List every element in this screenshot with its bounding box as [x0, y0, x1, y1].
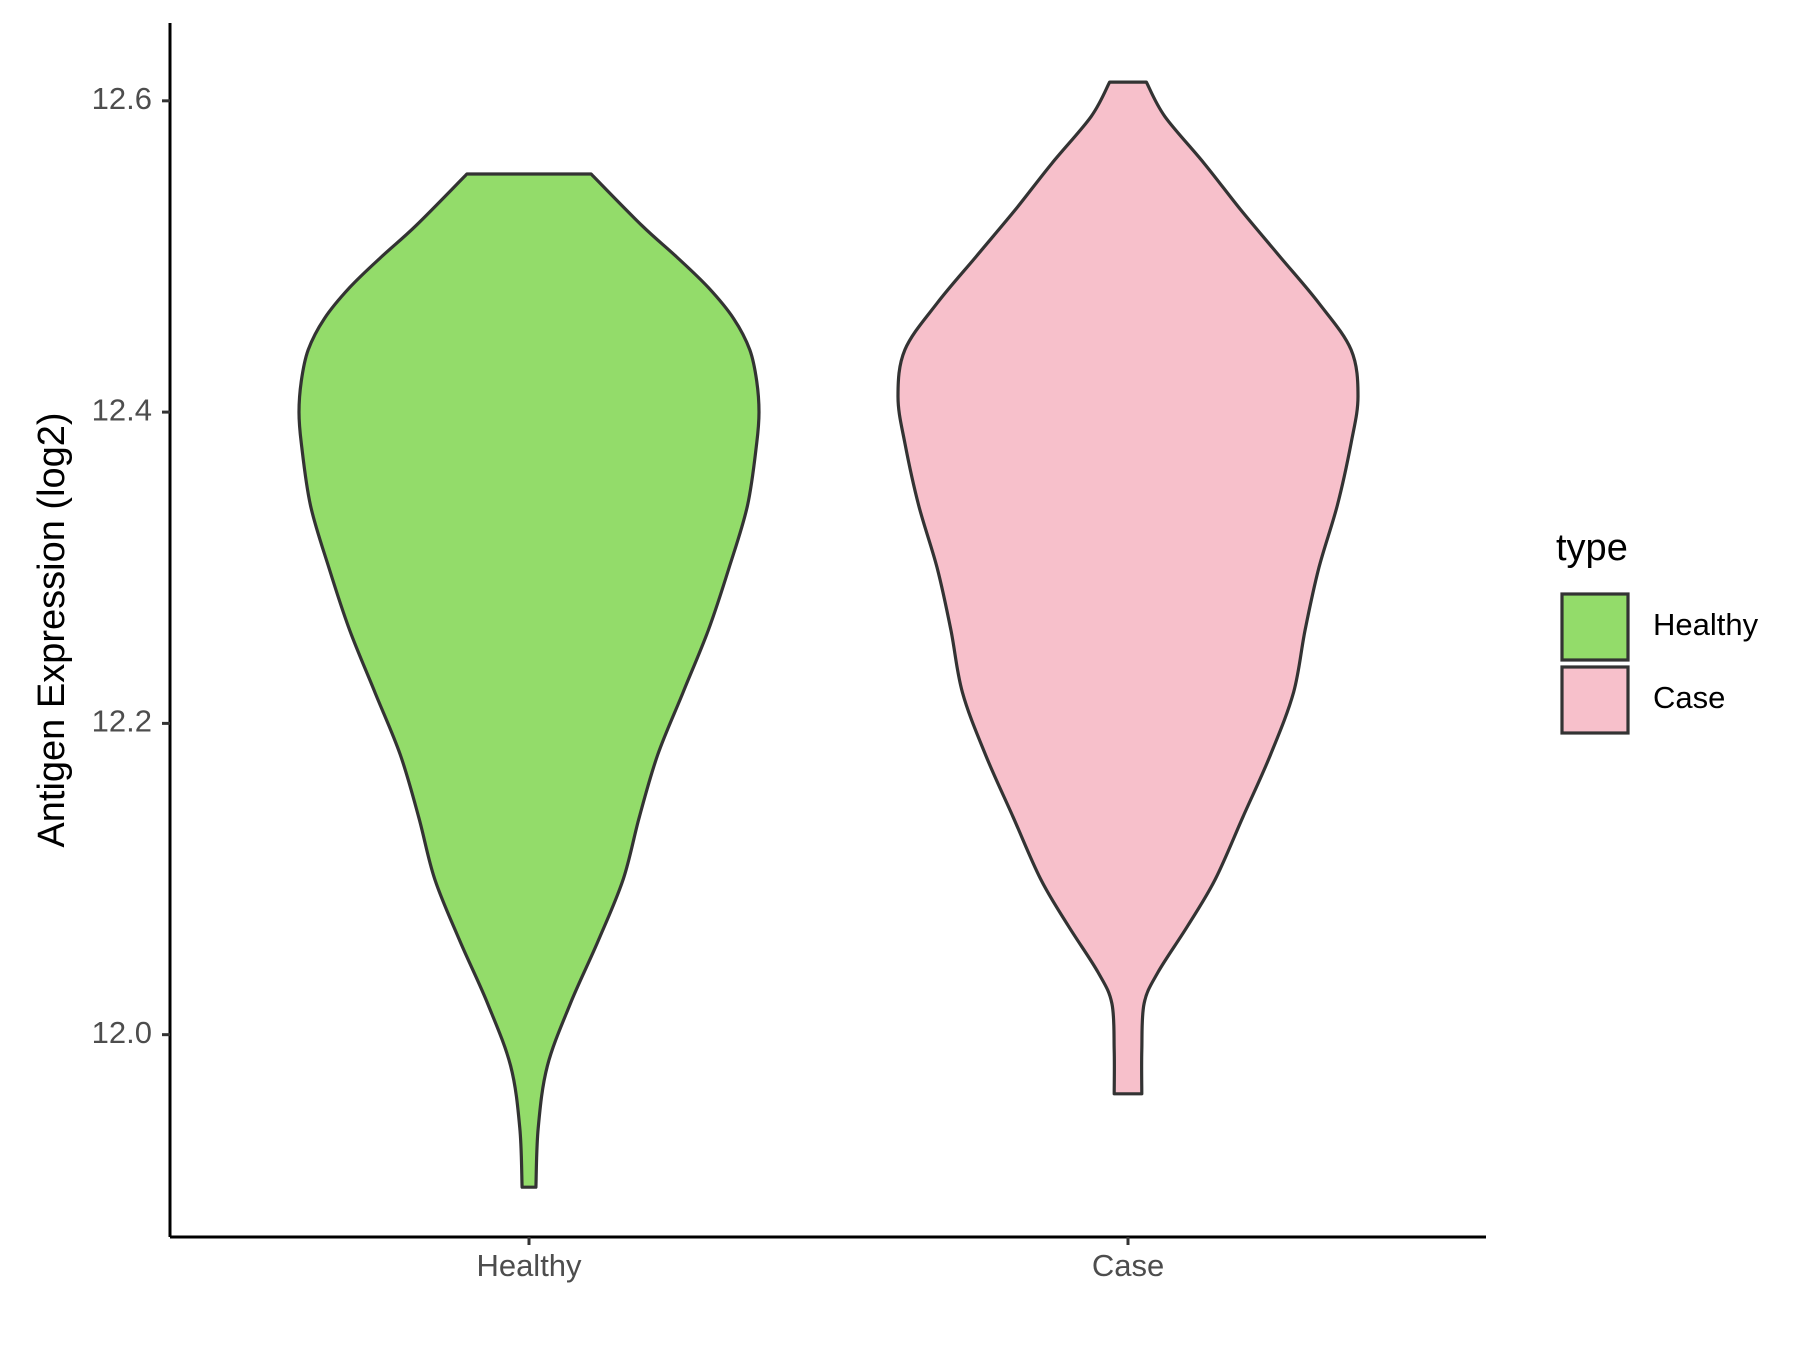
legend: type Healthy Case: [1556, 527, 1759, 735]
violin-healthy: [297, 172, 761, 1189]
legend-swatch-case: [1560, 665, 1630, 735]
legend-label-healthy: Healthy: [1653, 607, 1759, 642]
violin-layer: [297, 80, 1360, 1189]
x-axis-ticks: Healthy Case: [476, 1237, 1164, 1283]
x-tick-label: Case: [1092, 1248, 1164, 1283]
violin-case: [896, 80, 1360, 1096]
legend-swatch-healthy: [1560, 592, 1630, 662]
y-tick-label: 12.6: [92, 81, 152, 116]
y-tick-label: 12.2: [92, 704, 152, 739]
y-tick-label: 12.0: [92, 1015, 152, 1050]
y-axis-title: Antigen Expression (log2): [31, 412, 73, 847]
legend-label-case: Case: [1653, 680, 1725, 715]
y-axis-ticks: 12.0 12.2 12.4 12.6: [92, 81, 170, 1050]
y-tick-label: 12.4: [92, 392, 152, 427]
x-tick-label: Healthy: [476, 1248, 582, 1283]
legend-title: type: [1556, 527, 1628, 569]
